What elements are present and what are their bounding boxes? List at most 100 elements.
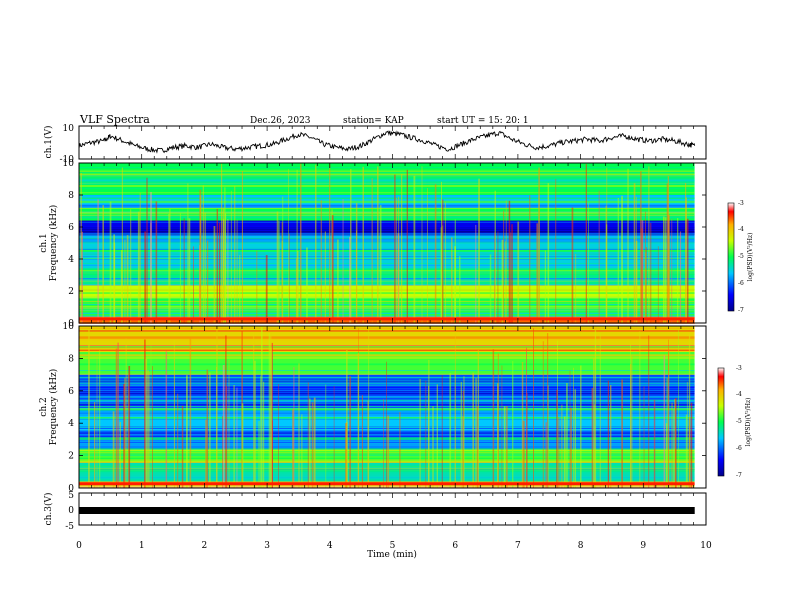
spectrogram-impulse	[685, 183, 687, 323]
spectrogram-impulse	[442, 199, 444, 323]
spectrogram-impulse	[547, 385, 549, 488]
spectrogram-streak	[79, 250, 695, 253]
spectrogram-impulse	[542, 341, 544, 488]
spectrogram-impulse	[610, 385, 612, 488]
spectrogram-impulse	[128, 366, 131, 488]
spectrogram-impulse	[177, 393, 179, 488]
spectrogram-streak	[79, 201, 695, 204]
spectrogram-impulse	[204, 212, 206, 323]
ch2-spectrogram-ylabel-line2: Frequency (kHz)	[48, 369, 59, 446]
spectrogram-streak	[79, 272, 695, 274]
spectrogram-streak	[79, 196, 695, 198]
spectrogram-impulse	[295, 258, 297, 323]
spectrogram-impulse	[227, 219, 229, 323]
ch1-colorbar-bar	[727, 202, 735, 312]
spectrogram-streak	[79, 181, 695, 183]
ch1-cbtick-m4: -4	[738, 226, 744, 233]
spectrogram-impulse	[594, 330, 597, 488]
spectrogram-impulse	[454, 246, 456, 323]
ch2-colorbar-bar	[717, 367, 725, 477]
spectrogram-impulse	[236, 387, 238, 488]
spectrogram-impulse	[428, 385, 430, 488]
spectrogram-streak	[79, 205, 695, 207]
spectrogram-streak	[79, 302, 695, 304]
spectrogram-streak	[79, 204, 695, 206]
spectrogram-streak	[79, 247, 695, 249]
spectrogram-empty-tail	[694, 163, 706, 323]
spectrogram-impulse	[508, 200, 511, 323]
spectrogram-streak	[79, 221, 695, 223]
spectrogram-streak	[79, 278, 695, 279]
spectrogram-impulse	[226, 386, 228, 488]
spectrogram-impulse	[605, 205, 607, 323]
spectrogram-impulse	[147, 370, 149, 488]
spectrogram-streak	[79, 185, 695, 187]
spectrogram-impulse	[475, 224, 477, 323]
spectrogram-impulse	[674, 399, 676, 488]
spectrogram-impulse	[501, 239, 504, 323]
spectrogram-impulse	[329, 164, 331, 323]
spectrogram-impulse	[512, 361, 514, 488]
freq-tick-label: 4	[68, 255, 74, 265]
spectrogram-impulse	[678, 330, 679, 488]
spectrogram-impulse	[228, 360, 230, 488]
spectrogram-streak	[79, 297, 695, 299]
ch1-waveform-ylabel: ch.1(V)	[43, 126, 54, 159]
ch1-spectrogram-panel: 0 2 4 6 8 10 ch.1 Frequency (kHz)	[39, 159, 707, 329]
spectrogram-impulse	[454, 371, 456, 488]
spectrogram-impulse	[526, 392, 528, 488]
spectrogram-impulse	[209, 372, 211, 488]
spectrogram-streak	[79, 304, 695, 305]
spectrogram-impulse	[149, 371, 150, 488]
freq-tick-label: 8	[68, 191, 74, 201]
spectrogram-impulse	[377, 166, 379, 323]
spectrogram-impulse	[645, 247, 647, 323]
spectrogram-impulse	[566, 383, 568, 488]
spectrogram-impulse	[653, 399, 656, 488]
spectrogram-impulse	[349, 236, 351, 323]
spectrogram-impulse	[256, 250, 258, 323]
time-axis-ticks: 0 1 2 3 4 5 6 7 8 9 10	[76, 126, 712, 551]
spectrogram-impulse	[459, 256, 461, 323]
spectrogram-streak	[79, 339, 695, 341]
spectrogram-impulse	[666, 183, 669, 323]
spectrogram-impulse	[362, 166, 364, 323]
spectrogram-impulse	[451, 237, 453, 323]
ch2-cbtick-m4: -4	[736, 391, 742, 398]
spectrogram-impulse	[315, 164, 317, 323]
spectrogram-impulse	[313, 397, 316, 488]
spectrogram-impulse	[657, 246, 659, 323]
spectrogram-impulse	[224, 187, 226, 323]
spectrogram-impulse	[533, 328, 534, 488]
spectrogram-streak	[79, 177, 695, 179]
spectrogram-impulse	[645, 211, 646, 323]
spectrogram-streak	[79, 207, 695, 209]
spectrogram-impulse	[357, 353, 360, 488]
spectrogram-impulse	[306, 247, 308, 323]
spectrogram-streak	[79, 242, 695, 244]
spectrogram-impulse	[289, 234, 290, 323]
spectrogram-impulse	[207, 240, 209, 323]
spectrogram-impulse	[361, 395, 363, 488]
time-tick-label: 1	[139, 541, 145, 551]
spectrogram-streak	[79, 268, 695, 270]
spectrogram-impulse	[574, 389, 576, 488]
spectrogram-impulse	[413, 175, 416, 323]
spectrogram-impulse	[555, 179, 557, 323]
ch1-cbtick-m3: -3	[738, 200, 744, 207]
spectrogram-streak	[79, 270, 695, 272]
ch1-ytick-bottom: -10	[60, 155, 75, 165]
spectrogram-impulse	[686, 381, 688, 488]
spectrogram-streak	[79, 178, 695, 181]
ch1-colorbar: -3 -4 -5 -6 -7 log(PSD)(V²/Hz)	[727, 200, 754, 314]
spectrogram-streak	[79, 268, 695, 269]
spectrogram-impulse	[222, 218, 225, 323]
spectrogram-impulse	[607, 380, 609, 488]
spectrogram-streak	[79, 236, 695, 238]
ch1-colorbar-label: log(PSD)(V²/Hz)	[747, 233, 754, 282]
spectrogram-impulse	[522, 420, 525, 488]
spectrogram-impulse	[395, 198, 397, 323]
spectrogram-impulse	[580, 365, 582, 488]
ch2-spectrogram-image	[79, 326, 706, 489]
spectrogram-impulse	[406, 169, 408, 323]
